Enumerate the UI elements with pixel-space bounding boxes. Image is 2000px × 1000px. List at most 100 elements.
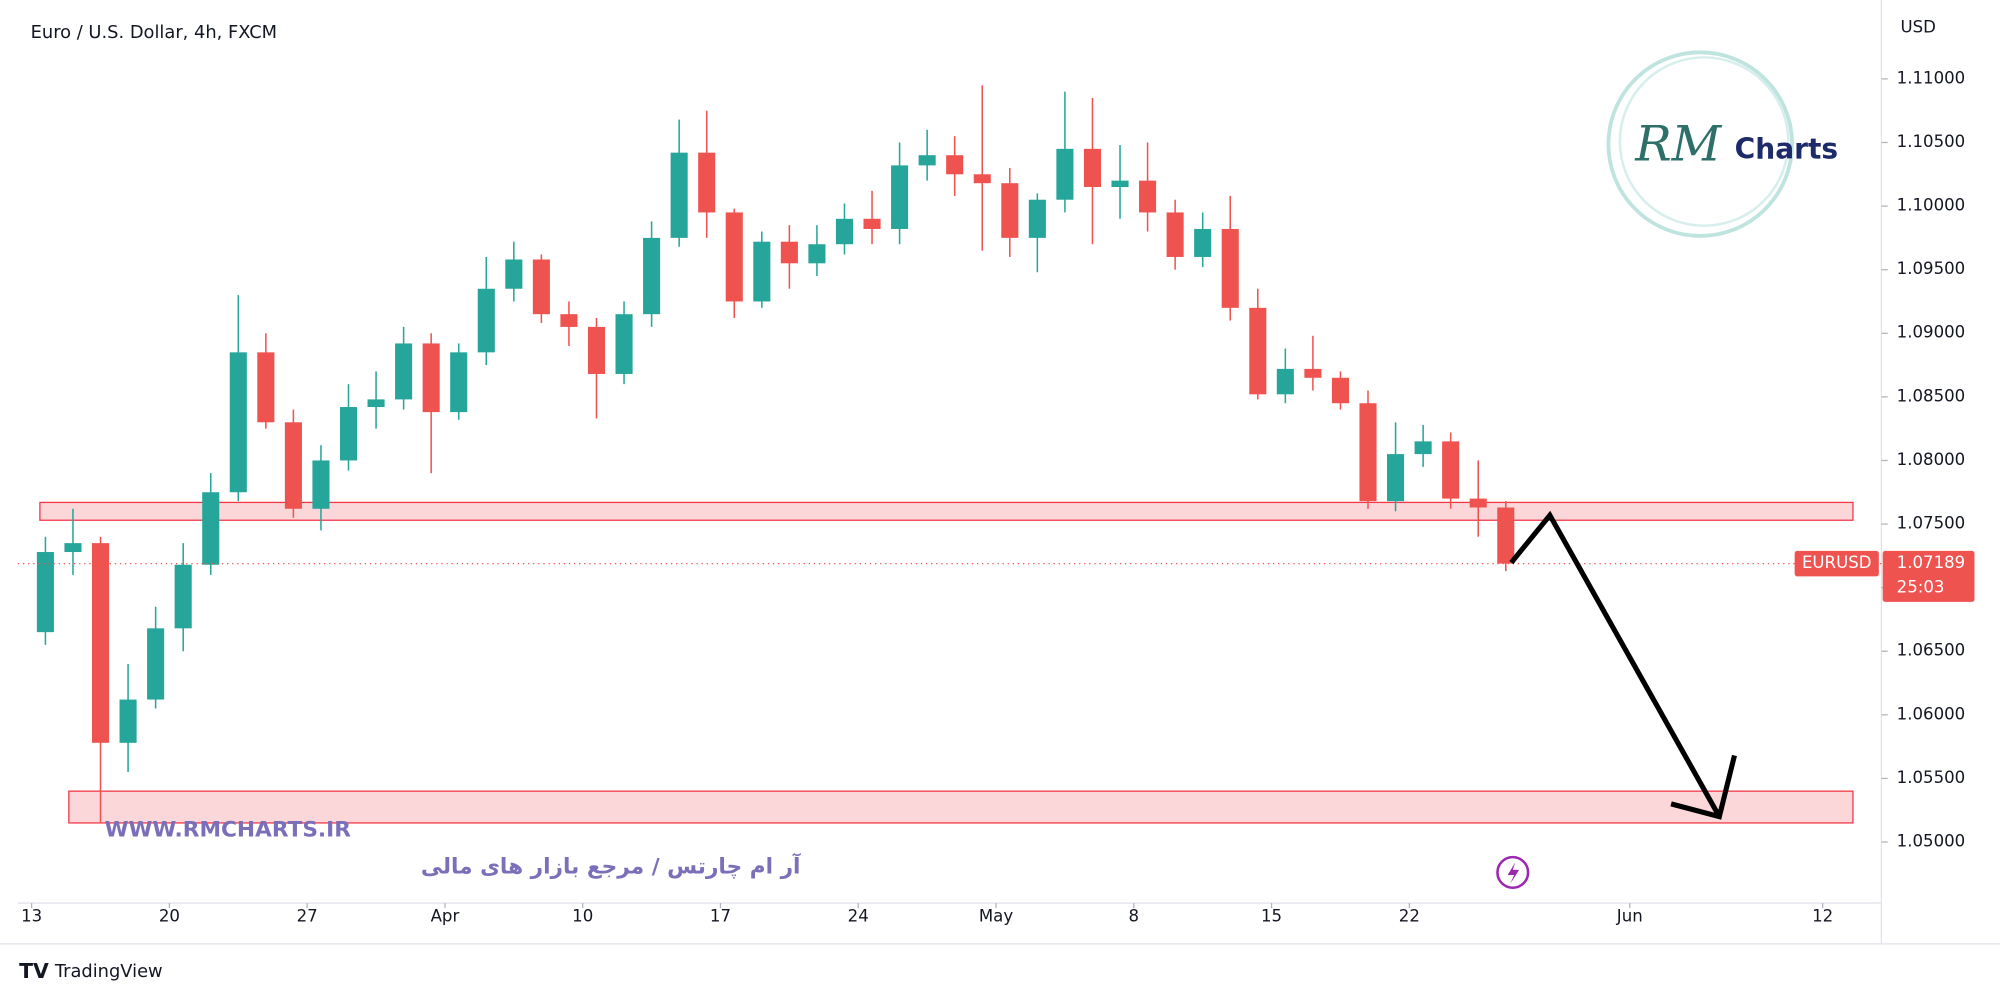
symbol-label: EURUSD [1802,553,1872,572]
candle-body [1304,368,1322,378]
candle-body [505,259,523,289]
price-tag [1882,550,1975,602]
candle-body [1001,183,1019,238]
candle-body [395,343,413,400]
chart-title: Euro / U.S. Dollar, 4h, FXCM [31,22,277,43]
candle-body [1194,228,1212,257]
x-tick-label: 8 [1129,907,1140,926]
candle-body [1387,454,1405,502]
candle-body [835,218,854,245]
alert-bolt[interactable] [1507,862,1520,884]
candle-body [147,628,165,700]
candle-body [1249,307,1267,395]
candle-body [560,314,578,327]
candle-body [532,259,550,315]
symbol-tag [1794,550,1879,577]
x-tick-label: 13 [21,907,42,926]
countdown-label: 25:03 [1897,577,1945,596]
candle-body [202,492,220,565]
x-tick-label: 24 [848,907,869,926]
x-tick-label: May [979,907,1013,926]
x-tick-label: 27 [297,907,318,926]
candle-body [1442,441,1460,499]
candle-body [1221,228,1239,308]
logo-ring [1618,56,1790,228]
candle-body [808,244,826,264]
last-price-label: 1.07189 [1897,553,1966,572]
candle-body [119,699,137,743]
logo: RM Charts [1606,50,1838,238]
candle-body [174,564,192,629]
candle-body [1469,498,1487,508]
y-tick-label: 1.08000 [1897,450,1966,469]
candle-body [284,422,302,509]
candle-body [422,343,440,413]
y-tick-label: 1.11000 [1897,68,1966,87]
zone [39,501,1854,521]
candle-body [1166,212,1184,257]
y-axis-label: USD [1901,18,1936,37]
tagline: آر ام چارتس / مرجع بازار های مالی [421,852,801,879]
candle-body [1056,148,1074,200]
candle-body [257,352,275,423]
candle-body [615,314,633,374]
x-tick-label: Apr [431,907,460,926]
y-tick-label: 1.10000 [1897,196,1966,215]
candle-body [753,241,771,302]
candle-body [946,155,964,175]
arrow-path [1509,510,1722,818]
candle-body [725,212,743,302]
candle-body [1139,180,1157,213]
alert-icon[interactable] [1496,855,1530,890]
candle-body [1276,368,1294,395]
footer-text: TradingView [54,961,163,982]
candle-body [312,460,330,509]
x-tick-label: 20 [159,907,180,926]
candle-body [450,352,468,413]
plot: 1.050001.055001.060001.065001.070001.075… [17,68,1975,926]
candle-body [891,165,909,229]
candle-body [339,407,358,461]
y-tick-label: 1.07500 [1897,514,1966,533]
x-tick-label: Jun [1616,907,1643,926]
candle-body [670,152,688,238]
y-tick-label: 1.10500 [1897,132,1966,151]
y-tick-label: 1.09000 [1897,323,1966,342]
candle-body [477,288,495,353]
arrow-head [1670,754,1737,820]
candle-body [367,399,385,408]
candle-body [229,352,247,493]
x-tick-label: 10 [572,907,593,926]
candle-body [698,152,716,213]
y-tick-label: 1.06500 [1897,641,1966,660]
candle-body [780,241,798,264]
candle-body [587,326,606,374]
candle-body [918,155,936,166]
logo-ring [1606,50,1795,238]
candle-body [1359,403,1377,502]
zone [68,790,1854,824]
y-tick-label: 1.06000 [1897,704,1966,723]
y-tick-label: 1.05500 [1897,768,1966,787]
y-tick-label: 1.08500 [1897,386,1966,405]
footer-logo: TV [19,959,49,983]
x-tick-label: 12 [1812,907,1833,926]
candle-body [1331,377,1349,404]
website: WWW.RMCHARTS.IR [105,817,352,842]
candle-body [1414,441,1432,455]
alert-ring[interactable] [1496,855,1530,890]
candle-body [1028,199,1046,238]
x-tick-label: 17 [710,907,731,926]
candle-body [1083,148,1102,188]
x-tick-label: 22 [1399,907,1420,926]
candle-body [36,552,54,633]
logo-text: Charts [1735,133,1838,166]
candle-body [64,543,82,553]
logo-mark: RM [1634,116,1722,172]
y-tick-label: 1.05000 [1897,832,1966,851]
candle-body [973,174,991,184]
y-tick-label: 1.09500 [1897,259,1966,278]
